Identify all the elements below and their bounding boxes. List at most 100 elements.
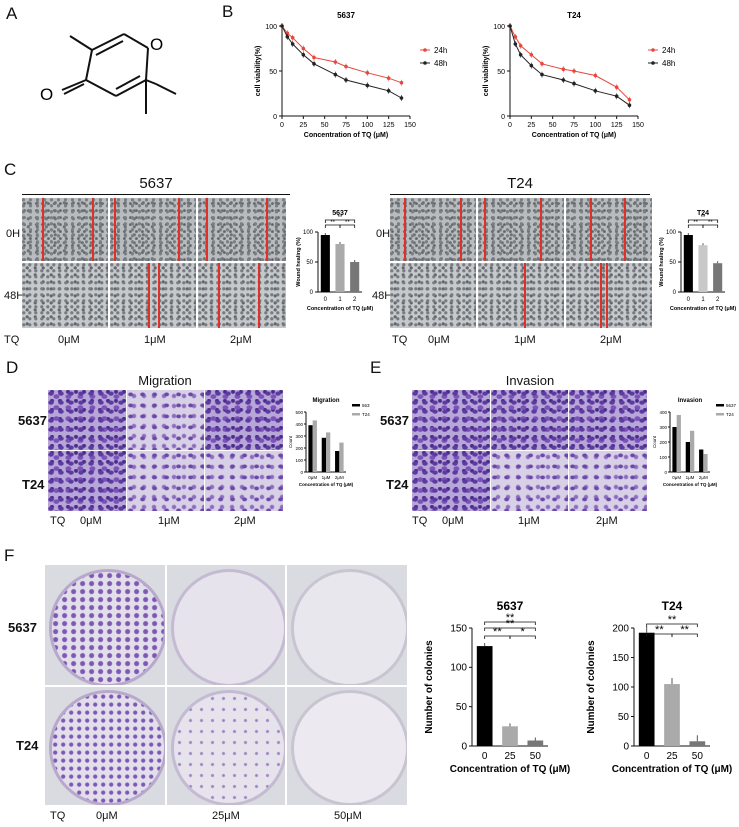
invasion-image-5637-1um — [491, 390, 568, 450]
x-tick-label: 1 — [701, 297, 705, 303]
bar-T24-1μM — [326, 432, 331, 472]
x-tick-label: 2μM — [699, 475, 708, 480]
wound-image-5637-48h-1um — [110, 263, 196, 328]
data-point — [290, 42, 295, 46]
conc-f-1: 25μM — [212, 810, 240, 822]
data-point — [280, 24, 284, 28]
data-point — [365, 83, 370, 88]
x-axis-label: Concentration of TQ (μM) — [307, 306, 373, 312]
legend-swatch — [352, 413, 360, 416]
data-point — [593, 89, 598, 93]
wound-image-t24-48h-1um — [478, 263, 564, 328]
x-tick-label: 1 — [338, 297, 342, 303]
y-tick-label: 50 — [456, 702, 468, 713]
significance-label: ** — [693, 220, 698, 226]
legend-swatch — [352, 404, 360, 407]
conc-c-left-2: 2μM — [230, 334, 252, 346]
chart-title: T24 — [697, 210, 709, 217]
tq-label-c-right: TQ — [392, 334, 408, 346]
row-label-t24-d: T24 — [22, 477, 45, 492]
significance-bracket — [687, 219, 719, 223]
significance-bracket — [339, 224, 356, 228]
legend-label: T24 — [726, 412, 734, 417]
x-tick-label: 50 — [692, 751, 704, 762]
data-point — [540, 62, 544, 66]
significance-label: ** — [708, 220, 713, 226]
significance-bracket — [671, 633, 698, 637]
data-point — [513, 35, 518, 39]
x-tick-label: 2 — [716, 297, 720, 303]
legend-swatch — [716, 404, 724, 407]
panel-label-e: E — [370, 358, 382, 377]
bar-0 — [683, 235, 693, 292]
x-tick-label: 0 — [280, 122, 284, 129]
x-tick-label: 75 — [570, 122, 578, 129]
y-tick-label: 100 — [659, 455, 667, 460]
migration-image-5637-0um — [48, 390, 126, 450]
x-tick-label: 0 — [644, 751, 650, 762]
tq-label-f: TQ — [50, 810, 66, 822]
bar-5637-1μM — [685, 442, 690, 472]
legend-label: 48h — [662, 59, 675, 68]
x-tick-label: 100 — [589, 122, 601, 129]
colony-well-t24-25um — [167, 687, 285, 805]
bar-2 — [713, 263, 723, 292]
x-tick-label: 125 — [611, 122, 623, 129]
bar-5637-2μM — [699, 449, 704, 472]
conc-c-right-2: 2μM — [600, 334, 622, 346]
wound-image-5637-0h-1um — [110, 198, 196, 261]
colony-well-5637-25um — [167, 565, 285, 685]
wound-image-t24-0h-0um — [390, 198, 476, 261]
y-tick-label: 0 — [461, 741, 467, 752]
wound-title-5637: 5637 — [139, 175, 173, 192]
invasion-image-5637-2um — [569, 390, 647, 450]
wound-bar-chart-t24: T24 0 50 100 0 1 2 Concentration of TQ (μM) Woun… — [659, 210, 736, 312]
x-tick-label: 25 — [299, 122, 307, 129]
significance-label: ** — [668, 614, 677, 626]
y-tick-label: 0 — [673, 290, 677, 296]
wound-image-5637-0h-0um — [22, 198, 108, 261]
y-tick-label: 200 — [659, 440, 667, 445]
y-tick-label: 0 — [310, 290, 314, 296]
viability-chart-t24: T24 0 50 100 0 25 50 75 100 125 150 Concentration o… — [483, 11, 675, 139]
tq-label-d: TQ — [50, 515, 66, 527]
data-point — [572, 69, 576, 73]
x-tick-label: 100 — [361, 122, 373, 129]
significance-bracket — [509, 635, 536, 639]
data-point — [593, 73, 598, 78]
colony-well-t24-50um — [287, 687, 407, 805]
conc-f-0: 0μM — [96, 810, 118, 822]
migration-image-t24-2um — [205, 451, 283, 511]
wound-rule-5637 — [22, 194, 290, 195]
wound-rule-t24 — [390, 194, 650, 195]
x-tick-label: 25 — [666, 751, 678, 762]
significance-label: ** — [506, 612, 515, 624]
x-tick-label: 50 — [530, 751, 542, 762]
row-label-0h-left: 0H — [6, 228, 21, 240]
invasion-image-t24-1um — [491, 451, 568, 511]
migration-bar-chart: Migration 0 100 200 300 400 500 0μM 1μM 2μM Concen… — [288, 398, 370, 487]
y-tick-label: 500 — [295, 410, 303, 415]
data-point — [386, 89, 391, 93]
wound-image-5637-48h-2um — [198, 263, 286, 328]
y-tick-label: 0 — [664, 470, 667, 475]
data-point — [365, 71, 370, 75]
x-axis-label: Concentration of TQ (μM) — [663, 482, 718, 487]
wound-bar-chart-5637: 5637 0 50 100 0 1 2 Concentration of TQ (μM) Wou… — [296, 210, 373, 312]
y-tick-label: 0 — [501, 114, 505, 121]
invasion-title: Invasion — [505, 373, 555, 388]
conc-d-0: 0μM — [80, 515, 102, 527]
data-point — [540, 72, 544, 77]
y-tick-label: 100 — [450, 663, 467, 674]
y-axis-label: Count — [288, 435, 293, 448]
conc-d-2: 2μM — [234, 515, 256, 527]
bar-T24-0μM — [312, 420, 317, 472]
y-tick-label: 100 — [666, 230, 677, 236]
significance-label: ** — [701, 215, 706, 221]
significance-label: ** — [345, 220, 350, 226]
significance-label: ** — [680, 624, 689, 636]
data-point — [386, 76, 391, 80]
x-axis-label: Concentration of TQ (μM) — [299, 482, 354, 487]
bar-5637-0μM — [672, 427, 677, 472]
series-line-48h — [281, 25, 402, 99]
